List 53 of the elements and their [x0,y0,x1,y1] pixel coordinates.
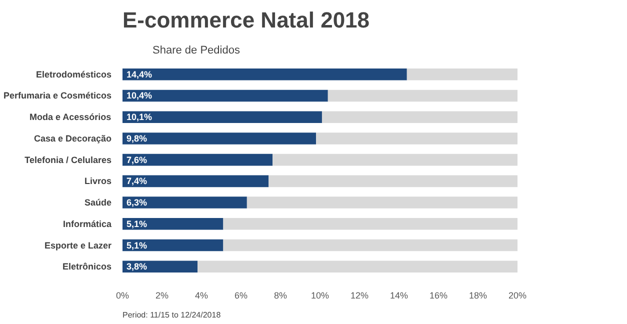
y-tick-label: Esporte e Lazer [44,240,112,250]
bar [122,132,316,144]
bar [122,154,273,166]
bar [122,175,269,188]
bar [122,68,407,80]
data-label: 9,8% [126,133,148,144]
y-tick-label: Perfumaria e Cosméticos [3,90,112,101]
y-tick-label: Informática [62,218,112,229]
chart-title: E-commerce Natal 2018 [122,8,370,32]
y-tick-label: Saúde [84,198,112,208]
x-tick-label: 8% [274,290,288,300]
x-tick-label: 18% [468,290,488,300]
bar [122,90,328,102]
y-tick-label: Telefonia / Celulares [24,154,112,165]
data-label: 14,4% [126,69,152,80]
x-tick-label: 2% [155,290,169,300]
y-tick-label: Moda e Acessórios [29,112,112,122]
x-tick-label: 10% [310,290,330,300]
text: Period: 11/15 to 12/24/2018 [122,310,222,320]
data-label: 5,1% [126,240,148,250]
data-label: 5,1% [126,218,148,229]
bar [328,90,518,102]
bar [246,196,518,208]
bar [316,132,518,144]
bar [272,154,518,166]
data-label: 7,4% [126,176,148,186]
x-tick-label: 0% [116,290,130,300]
data-label: 6,3% [126,198,148,208]
bar [223,218,518,230]
x-tick-label: 4% [194,290,208,300]
x-tick-label: 20% [508,290,527,300]
bar [122,239,224,252]
bar [122,196,247,208]
x-tick-label: 16% [429,290,448,300]
bar [322,111,518,123]
x-tick-label: 6% [234,290,248,300]
data-label: 7,6% [126,154,148,165]
x-tick-label: 12% [350,290,369,300]
x-tick-label: 14% [390,290,408,300]
bar [122,218,224,230]
bar [223,239,518,252]
data-label: 3,8% [126,262,148,272]
y-tick-label: Eletrônicos [62,262,112,272]
y-tick-label: Casa e Decoração [34,133,112,144]
data-label: 10,4% [126,90,152,101]
bar [198,260,518,273]
y-tick-label: Livros [84,176,112,186]
y-tick-label: Eletrodomésticos [36,69,112,80]
bar [406,68,518,80]
bar [122,111,322,123]
chart-subtitle: Share de Pedidos [152,44,240,56]
bar [268,175,518,188]
data-label: 10,1% [126,112,152,122]
